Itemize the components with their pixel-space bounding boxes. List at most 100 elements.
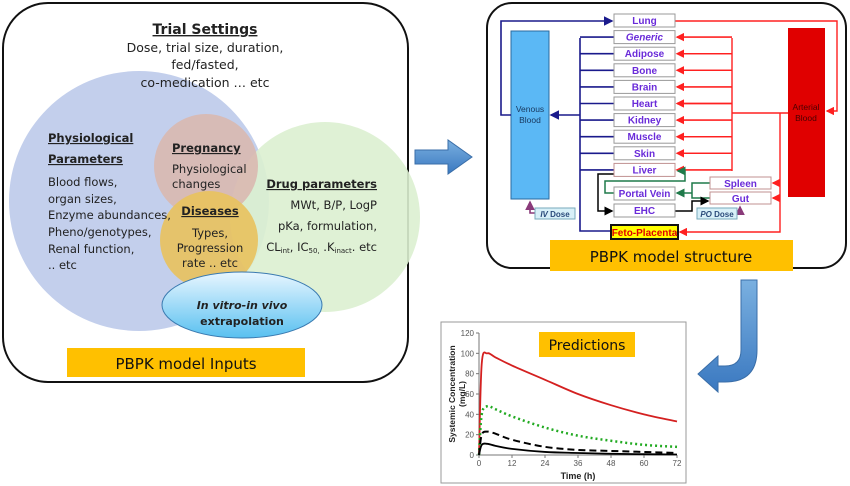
y-axis-label: Systemic Concentration(mg/L) [447, 345, 467, 442]
trial-settings-title: Trial Settings [153, 22, 258, 38]
venous-blood-label: Blood [519, 115, 541, 125]
drug-line: MWt, B/P, LogP [290, 198, 377, 212]
structure-label: PBPK model structure [590, 248, 753, 266]
diseases-line: rate .. etc [182, 256, 238, 270]
organ-label: Bone [632, 66, 657, 77]
trial-settings-line: co-medication … etc [141, 75, 270, 90]
diseases-title: Diseases [181, 204, 239, 218]
y-tick-label: 40 [465, 410, 474, 419]
arterial-connections [675, 20, 838, 237]
iv-dose-box [534, 207, 576, 220]
physiological-line: Pheno/genotypes, [48, 225, 152, 239]
organ-label: Heart [632, 99, 658, 110]
y-tick-label: 100 [461, 349, 475, 358]
chart-title: Predictions [549, 338, 626, 354]
po-dose-label: PO Dose [700, 210, 734, 219]
organ-label: Liver [633, 165, 657, 176]
organ-box [613, 96, 676, 111]
x-tick-label: 60 [640, 459, 649, 468]
diseases-line: Progression [177, 241, 244, 255]
organ-label: Kidney [628, 116, 662, 127]
organ-kidney: Kidney [613, 113, 676, 128]
gut-box [709, 191, 772, 205]
physiological-title: Parameters [48, 152, 123, 166]
x-tick-label: 48 [607, 459, 616, 468]
organ-box [613, 129, 676, 144]
series-line-2 [478, 430, 678, 456]
y-tick-label: 0 [470, 451, 475, 460]
inputs-label: PBPK model Inputs [115, 355, 256, 373]
organ-liver: Liver [613, 162, 676, 177]
predictions-chart: 0 12 24 36 48 60 72 0 20 40 60 80 100 120 Predictions… [440, 321, 687, 484]
structure-label-box [550, 240, 793, 271]
x-tick-label: 36 [574, 459, 583, 468]
organ-skin: Skin [613, 146, 676, 161]
drug-line: pKa, formulation, [278, 219, 377, 233]
venous-blood-box [510, 30, 550, 200]
inputs-label-box [67, 348, 305, 377]
spleen-label: Spleen [724, 179, 757, 190]
venous-connections [500, 16, 614, 232]
organ-box [613, 79, 676, 94]
organ-box [613, 146, 676, 161]
organ-muscle: Muscle [613, 129, 676, 144]
ivive-ellipse [161, 271, 323, 339]
gut-label: Gut [732, 194, 750, 205]
spleen-box [709, 176, 772, 190]
ehc-connections [597, 173, 710, 216]
diseases-line: Types, [191, 226, 228, 240]
chart-title-box [539, 332, 635, 357]
po-dose-box [696, 207, 738, 220]
trial-settings-line: Dose, trial size, duration, [127, 40, 284, 55]
arterial-blood-box [788, 28, 825, 197]
organ-box [613, 162, 676, 177]
x-tick-label: 24 [541, 459, 550, 468]
organ-heart: Heart [613, 96, 676, 111]
arrow-right-icon [414, 139, 473, 175]
organ-label: Adipose [625, 49, 665, 60]
drug-circle [230, 122, 420, 312]
dose-connections [525, 200, 745, 215]
venous-blood-label: Venous [516, 104, 544, 114]
pregnancy-line: Physiological [172, 162, 247, 176]
organ-box [613, 13, 676, 28]
arterial-blood-label: Arterial [793, 102, 820, 112]
structure-panel: Venous Blood Arterial Blood [486, 2, 847, 271]
ehc-box [613, 203, 676, 218]
organ-box [613, 113, 676, 128]
physiological-title: Physiological [48, 131, 133, 145]
diseases-circle [160, 191, 258, 289]
drug-title: Drug parameters [266, 177, 377, 191]
arrow-down-left-icon [697, 279, 758, 394]
portal-vein-box [613, 186, 676, 201]
physiological-line: Enzyme abundances, [48, 208, 171, 222]
organ-bone: Bone [613, 63, 676, 78]
organ-box [613, 30, 676, 45]
organ-box [613, 63, 676, 78]
physiological-line: Renal function, [48, 242, 134, 256]
feto-placenta-label: Feto-Placenta [612, 228, 678, 239]
pregnancy-line: changes [172, 177, 220, 191]
organ-label: Skin [634, 149, 655, 160]
y-tick-label: 80 [465, 370, 474, 379]
organ-label: Lung [632, 16, 656, 27]
pregnancy-title: Pregnancy [172, 141, 241, 155]
ehc-label: EHC [634, 206, 655, 217]
feto-placenta-box [610, 224, 679, 240]
drug-line-clearance: CLint, IC50, .Kinact. etc [266, 240, 377, 255]
organ-adipose: Adipose [613, 46, 676, 61]
portal-vein-label: Portal Vein [619, 189, 671, 200]
ivive-line: extrapolation [200, 315, 284, 328]
organ-generic: Generic [613, 30, 676, 45]
iv-dose-label: IV Dose [540, 210, 570, 219]
physiological-line: Blood flows, [48, 175, 117, 189]
organ-label: Muscle [628, 132, 662, 143]
inputs-panel: Trial Settings Dose, trial size, duratio… [2, 2, 420, 383]
series-line-0 [478, 351, 678, 456]
y-tick-label: 120 [461, 329, 475, 338]
organ-box [613, 46, 676, 61]
x-axis-label: Time (h) [561, 471, 596, 481]
organ-brain: Brain [613, 79, 676, 94]
physiological-line: organ sizes, [48, 192, 117, 206]
